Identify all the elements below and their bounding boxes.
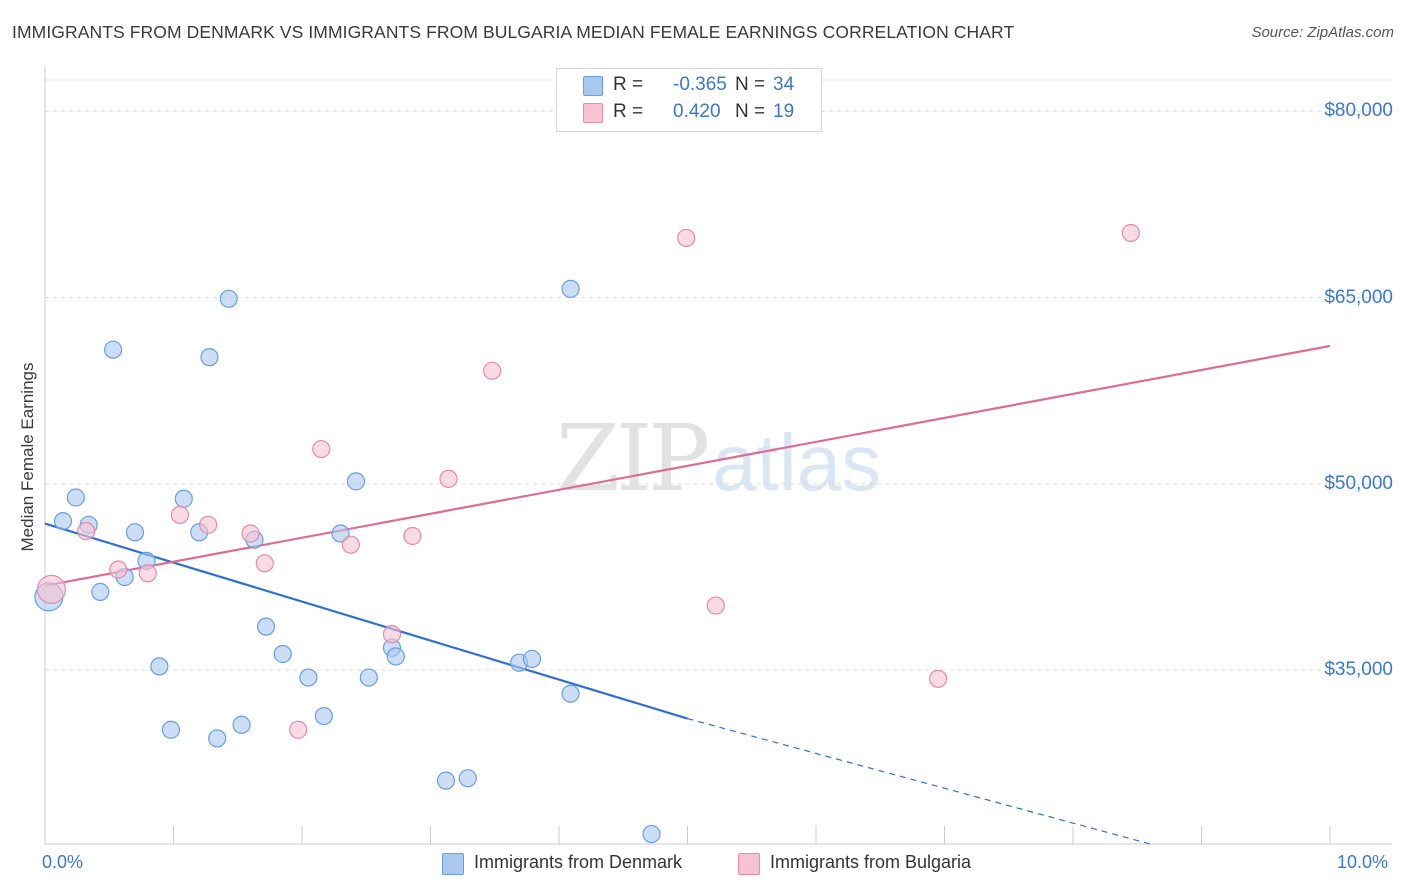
x-tick-label-min: 0.0%: [42, 852, 84, 872]
point-denmark: [161, 720, 181, 739]
point-denmark: [642, 824, 661, 844]
point-denmark: [200, 348, 219, 367]
legend-swatch-bulgaria: [583, 103, 603, 123]
data-points: [34, 223, 1140, 844]
legend-r-value: -0.365: [673, 74, 727, 95]
point-bulgaria: [170, 505, 190, 524]
point-bulgaria: [255, 554, 274, 573]
trend-lines: [44, 344, 1331, 845]
point-bulgaria: [677, 228, 696, 248]
y-tick-label: $65,000: [1324, 286, 1393, 308]
series-name-bulgaria: Immigrants from Bulgaria: [770, 852, 972, 872]
point-denmark: [66, 488, 85, 507]
axes: [44, 66, 1392, 845]
point-denmark: [219, 289, 238, 308]
source-label: Source: ZipAtlas.com: [1251, 24, 1394, 41]
legend-r-value: 0.420: [673, 101, 721, 122]
point-bulgaria: [138, 564, 157, 583]
legend-n-value: 19: [773, 101, 795, 122]
point-denmark: [53, 511, 73, 531]
point-denmark: [561, 279, 580, 298]
point-denmark: [174, 489, 193, 508]
point-bulgaria: [341, 535, 360, 554]
point-denmark: [232, 715, 251, 734]
trend-line-1: [44, 344, 1331, 587]
y-tick-label: $35,000: [1324, 659, 1393, 681]
point-bulgaria: [439, 469, 458, 488]
point-bulgaria: [1121, 223, 1140, 243]
series-swatch-bulgaria: [738, 853, 760, 875]
point-denmark: [314, 706, 333, 726]
watermark: ZIPatlas: [556, 405, 881, 512]
point-denmark: [125, 523, 145, 542]
y-tick-label: $50,000: [1324, 472, 1393, 494]
point-bulgaria: [241, 524, 260, 543]
chart-title: IMMIGRANTS FROM DENMARK VS IMMIGRANTS FR…: [12, 22, 1015, 42]
legend-n-label: N =: [735, 74, 766, 95]
point-denmark: [359, 668, 378, 687]
legend-n-value: 34: [773, 74, 795, 95]
watermark-atlas: atlas: [712, 418, 882, 507]
legend-swatch-denmark: [583, 76, 603, 96]
point-denmark: [458, 769, 477, 788]
point-denmark: [346, 472, 366, 491]
point-denmark: [436, 771, 456, 790]
legend-r-label: R =: [613, 74, 644, 95]
x-tick-label-max: 10.0%: [1337, 852, 1389, 872]
series-name-denmark: Immigrants from Denmark: [474, 852, 683, 872]
point-bulgaria: [483, 361, 502, 380]
legend-n-label: N =: [735, 101, 766, 122]
point-denmark: [522, 649, 542, 669]
y-tick-label: $80,000: [1324, 100, 1393, 122]
point-denmark: [299, 668, 318, 687]
point-denmark: [256, 617, 276, 636]
point-bulgaria: [289, 720, 308, 739]
point-denmark: [561, 684, 580, 703]
watermark-zip: ZIP: [556, 405, 710, 512]
point-denmark: [150, 657, 169, 676]
point-denmark: [208, 729, 227, 748]
point-denmark: [91, 582, 110, 601]
point-denmark: [273, 644, 292, 664]
point-bulgaria: [382, 625, 402, 644]
point-bulgaria: [706, 596, 725, 615]
point-denmark: [386, 647, 405, 666]
point-bulgaria: [312, 439, 331, 459]
correlation-legend: R = -0.365 N = 34 R = 0.420 N = 19: [556, 68, 822, 132]
legend-r-label: R =: [613, 101, 644, 122]
point-bulgaria: [199, 515, 218, 534]
point-bulgaria: [403, 526, 422, 546]
point-denmark: [331, 524, 350, 543]
trend-line-0: [44, 522, 688, 720]
trend-line-extension-0: [687, 717, 1151, 845]
point-bulgaria: [77, 521, 96, 541]
point-bulgaria: [928, 669, 948, 688]
series-swatch-denmark: [442, 853, 464, 875]
point-bulgaria: [109, 560, 128, 579]
point-denmark: [104, 340, 123, 359]
grid-lines: [45, 79, 1392, 671]
point-bulgaria: [36, 574, 67, 605]
